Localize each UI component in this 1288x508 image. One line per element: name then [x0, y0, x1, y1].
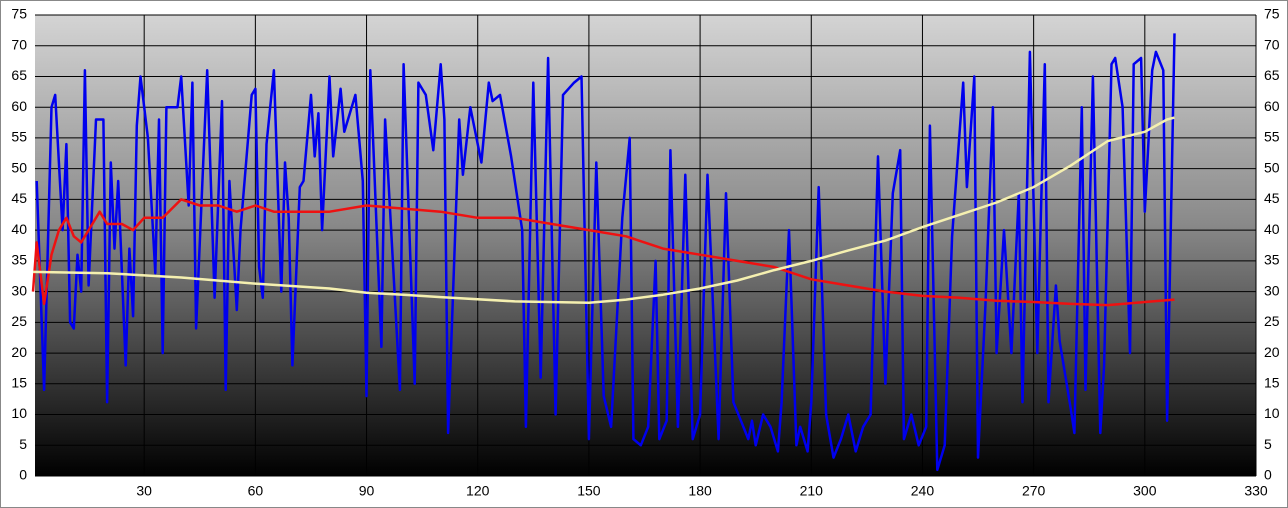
y2-tick-label: 15: [1264, 375, 1280, 391]
y2-tick-label: 30: [1264, 282, 1280, 298]
x-tick-label: 30: [136, 483, 152, 499]
y-tick-label: 25: [11, 313, 27, 329]
y2-tick-label: 60: [1264, 98, 1280, 114]
y2-tick-label: 40: [1264, 221, 1280, 237]
y-tick-label: 70: [11, 36, 27, 52]
x-tick-label: 300: [1133, 483, 1157, 499]
y-tick-label: 45: [11, 190, 27, 206]
y-tick-label: 10: [11, 405, 27, 421]
y2-tick-label: 65: [1264, 67, 1280, 83]
data-line: [32, 116, 1175, 304]
y-tick-label: 50: [11, 159, 27, 175]
plot-area: [35, 15, 1256, 476]
x-tick-label: 150: [577, 483, 601, 499]
data-line: [31, 198, 1175, 307]
y2-tick-label: 50: [1264, 159, 1280, 175]
y2-tick-label: 5: [1264, 436, 1272, 452]
x-tick-label: 210: [800, 483, 824, 499]
y-tick-label: 65: [11, 67, 27, 83]
y2-tick-label: 55: [1264, 129, 1280, 145]
y2-tick-label: 25: [1264, 313, 1280, 329]
y2-tick-label: 0: [1264, 467, 1272, 483]
y-tick-label: 55: [11, 129, 27, 145]
y2-tick-label: 75: [1264, 6, 1280, 22]
y2-tick-label: 35: [1264, 252, 1280, 268]
x-tick-label: 60: [248, 483, 264, 499]
y-tick-label: 75: [11, 6, 27, 22]
y-tick-label: 60: [11, 98, 27, 114]
x-tick-label: 120: [466, 483, 490, 499]
x-tick-label: 270: [1022, 483, 1046, 499]
x-tick-label: 180: [688, 483, 712, 499]
y2-tick-label: 20: [1264, 344, 1280, 360]
y2-tick-label: 10: [1264, 405, 1280, 421]
y-tick-label: 15: [11, 375, 27, 391]
y-tick-label: 5: [19, 436, 27, 452]
y-tick-label: 35: [11, 252, 27, 268]
x-tick-label: 330: [1244, 483, 1268, 499]
y2-tick-label: 45: [1264, 190, 1280, 206]
y2-tick-label: 70: [1264, 36, 1280, 52]
y-tick-label: 30: [11, 282, 27, 298]
x-tick-label: 240: [911, 483, 935, 499]
y-tick-label: 40: [11, 221, 27, 237]
y-tick-label: 20: [11, 344, 27, 360]
y-tick-label: 0: [19, 467, 27, 483]
x-tick-label: 90: [359, 483, 375, 499]
